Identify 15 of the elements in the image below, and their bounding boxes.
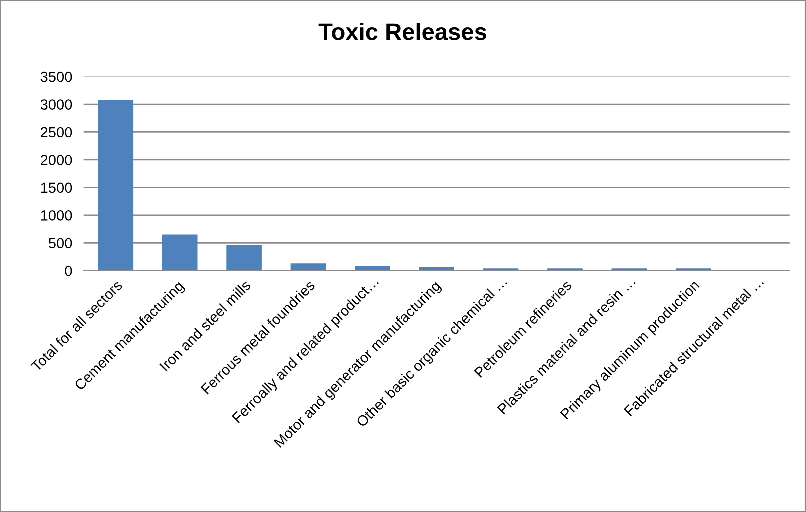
bar <box>226 245 262 271</box>
bar <box>419 266 455 271</box>
y-tick-label: 3500 <box>40 72 72 82</box>
bar <box>355 266 390 271</box>
bar <box>162 234 198 271</box>
y-tick-label: 500 <box>48 238 72 249</box>
y-tick-label: 2000 <box>41 155 72 166</box>
chart-title: Toxic Releases <box>318 23 486 40</box>
y-tick-label: 2500 <box>41 127 72 138</box>
bar <box>290 264 326 271</box>
y-tick-label: 1500 <box>41 182 72 194</box>
y-tick-label: 1000 <box>41 210 72 221</box>
y-tick-label: 3000 <box>40 100 72 110</box>
y-tick-label: 0 <box>65 266 72 276</box>
bar <box>98 100 134 271</box>
